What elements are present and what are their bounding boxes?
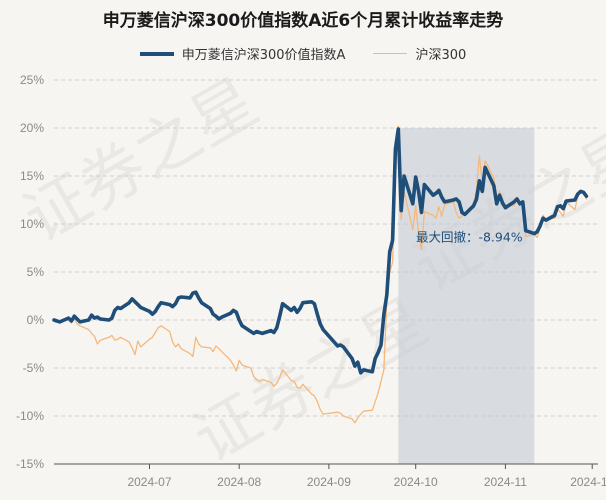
y-tick-label: 25% — [20, 73, 44, 87]
series-lines — [52, 125, 589, 424]
legend-item-index: 沪深300 — [373, 44, 466, 63]
legend: 申万菱信沪深300价值指数A 沪深300 — [0, 44, 606, 63]
y-tick-label: -15% — [16, 457, 44, 471]
legend-swatch-index — [373, 53, 408, 54]
x-tick-label: 2024-12 — [570, 475, 606, 489]
x-tick-label: 2024-07 — [127, 475, 171, 489]
drawdown-rect — [398, 128, 535, 464]
y-tick-label: 10% — [20, 217, 44, 231]
series-line-fund — [52, 127, 589, 375]
y-tick-label: 0% — [27, 313, 45, 327]
x-tick-label: 2024-09 — [307, 475, 351, 489]
y-tick-label: -10% — [16, 409, 44, 423]
max-drawdown-region — [398, 128, 535, 464]
drawdown-label: 最大回撤：-8.94% — [416, 229, 523, 244]
x-tick-label: 2024-08 — [217, 475, 261, 489]
x-tick-label: 2024-11 — [484, 475, 527, 489]
legend-item-fund: 申万菱信沪深300价值指数A — [139, 44, 346, 63]
drawdown-annotation: 最大回撤：-8.94% — [416, 229, 523, 244]
y-tick-label: -5% — [23, 361, 45, 375]
chart-title: 申万菱信沪深300价值指数A近6个月累计收益率走势 — [102, 11, 504, 31]
x-axis: 2024-07 2024-08 2024-09 2024-10 2024-11 2024-… — [54, 463, 606, 489]
y-tick-label: 20% — [20, 121, 44, 135]
series-line-index — [53, 125, 588, 424]
y-axis-ticks: 25% 20% 15% 10% 5% 0% -5% -10% -15% — [16, 73, 44, 471]
legend-swatch-fund — [139, 51, 174, 56]
y-tick-label: 5% — [27, 265, 45, 279]
legend-label-fund: 申万菱信沪深300价值指数A — [181, 48, 346, 63]
y-tick-label: 15% — [20, 169, 44, 183]
x-tick-label: 2024-10 — [394, 475, 438, 489]
legend-label-index: 沪深300 — [415, 48, 467, 63]
